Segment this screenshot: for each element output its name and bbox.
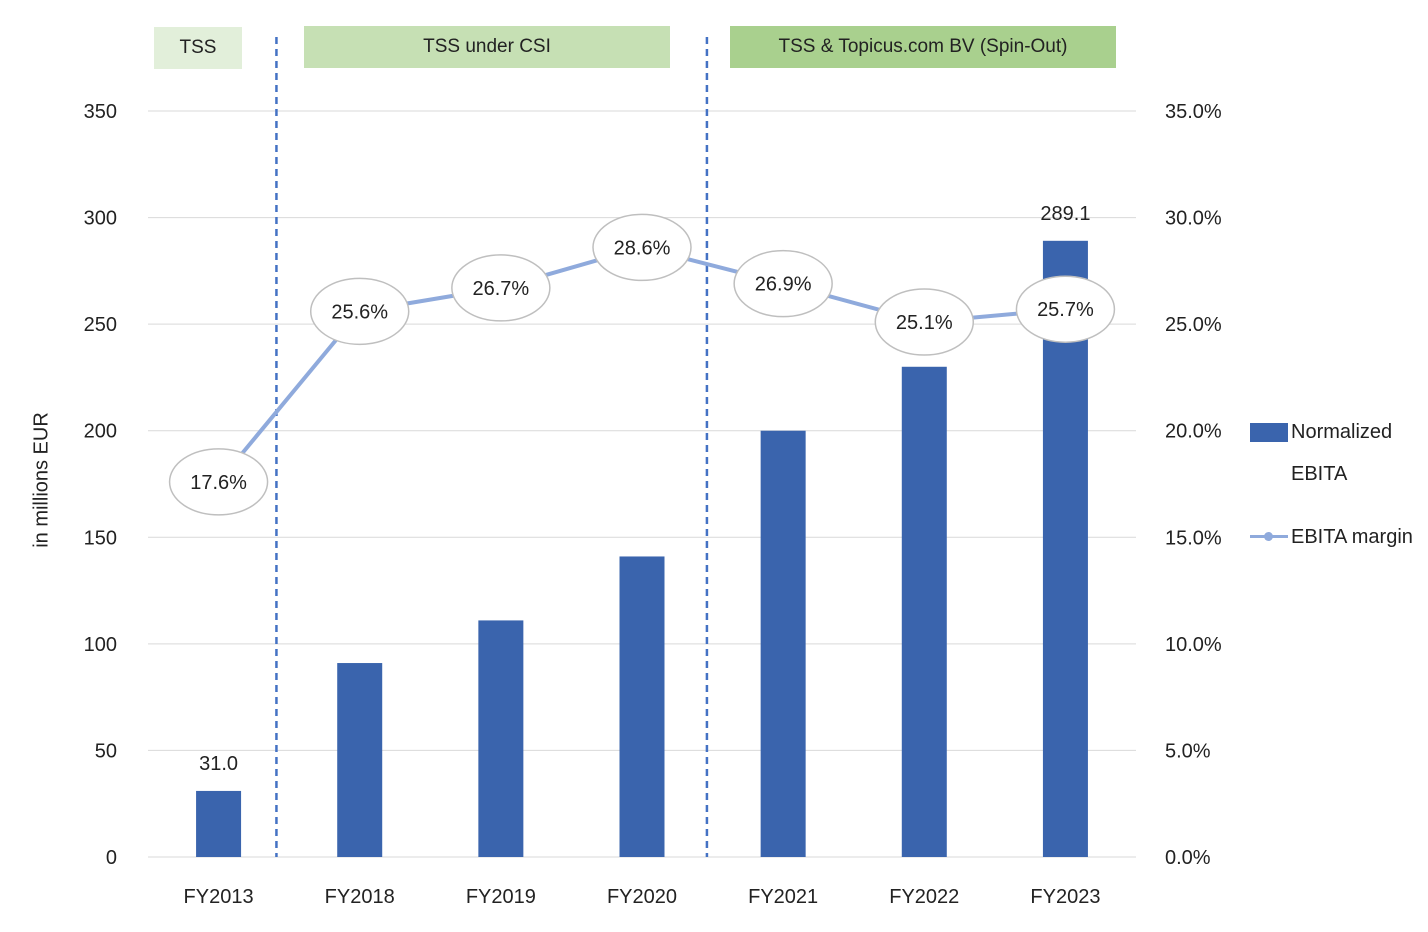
y-tick-label: 250: [84, 314, 117, 336]
x-tick-label: FY2018: [325, 886, 395, 908]
phase-label-tss-under-csi: TSS under CSI: [304, 26, 670, 68]
bar-normalized-ebita: [337, 663, 383, 857]
x-tick-label: FY2020: [607, 886, 677, 908]
margin-label-bubble: [592, 213, 692, 282]
margin-data-label: 25.7%: [1037, 299, 1094, 321]
x-tick-label: FY2022: [889, 886, 959, 908]
margin-label-bubble: [733, 249, 833, 318]
bar-normalized-ebita: [619, 556, 665, 857]
legend-label-line2: EBITA: [1291, 463, 1348, 485]
legend: Normalized EBITA EBITA margin: [1250, 418, 1428, 548]
bar-normalized-ebita: [196, 790, 242, 857]
margin-data-label: 25.6%: [331, 301, 388, 323]
y-axis-title: in millions EUR: [30, 412, 53, 548]
y2-tick-label: 25.0%: [1165, 314, 1222, 336]
bar-normalized-ebita: [478, 620, 524, 857]
y2-tick-label: 30.0%: [1165, 208, 1222, 230]
margin-data-label: 25.1%: [896, 312, 953, 334]
margin-label-bubble: [1015, 275, 1116, 343]
x-tick-label: FY2021: [748, 886, 818, 908]
bar-normalized-ebita: [760, 430, 806, 857]
margin-label-bubble: [451, 254, 551, 322]
margin-label-bubble: [874, 288, 975, 356]
margin-data-label: 17.6%: [190, 472, 247, 494]
margin-data-label: 26.9%: [755, 274, 812, 296]
legend-label-margin: EBITA margin: [1291, 526, 1413, 548]
y2-tick-label: 5.0%: [1165, 740, 1211, 762]
y-tick-label: 350: [84, 101, 117, 123]
x-tick-label: FY2023: [1030, 886, 1100, 908]
margin-label-bubble: [168, 448, 269, 516]
y-tick-label: 150: [84, 527, 117, 549]
margin-data-label: 26.7%: [472, 278, 529, 300]
y-tick-label: 0: [106, 847, 117, 869]
margin-label-bubble: [309, 277, 410, 346]
y2-tick-label: 15.0%: [1165, 527, 1222, 549]
legend-item-normalized-ebita: Normalized EBITA: [1250, 418, 1428, 502]
legend-line-marker: [1264, 532, 1273, 541]
legend-item-ebita-margin: EBITA margin: [1250, 502, 1428, 548]
y2-tick-label: 20.0%: [1165, 421, 1222, 443]
legend-bar-swatch: [1250, 423, 1288, 442]
y2-tick-label: 35.0%: [1165, 101, 1222, 123]
legend-label-line1: Normalized: [1291, 421, 1393, 443]
bar-data-label: 31.0: [199, 753, 238, 775]
y-tick-label: 200: [84, 421, 117, 443]
y-tick-label: 50: [95, 740, 117, 762]
x-tick-label: FY2019: [466, 886, 536, 908]
bar-normalized-ebita: [1042, 240, 1088, 857]
phase-label-tss: TSS: [154, 27, 242, 69]
bar-data-label: 289.1: [1040, 203, 1090, 225]
margin-data-label: 28.6%: [614, 237, 671, 259]
y2-tick-label: 10.0%: [1165, 634, 1222, 656]
y2-tick-label: 0.0%: [1165, 847, 1211, 869]
x-tick-label: FY2013: [184, 886, 254, 908]
bar-normalized-ebita: [901, 366, 947, 857]
y-tick-label: 100: [84, 634, 117, 656]
y-tick-label: 300: [84, 208, 117, 230]
phase-label-spin-out: TSS & Topicus.com BV (Spin-Out): [730, 26, 1116, 68]
